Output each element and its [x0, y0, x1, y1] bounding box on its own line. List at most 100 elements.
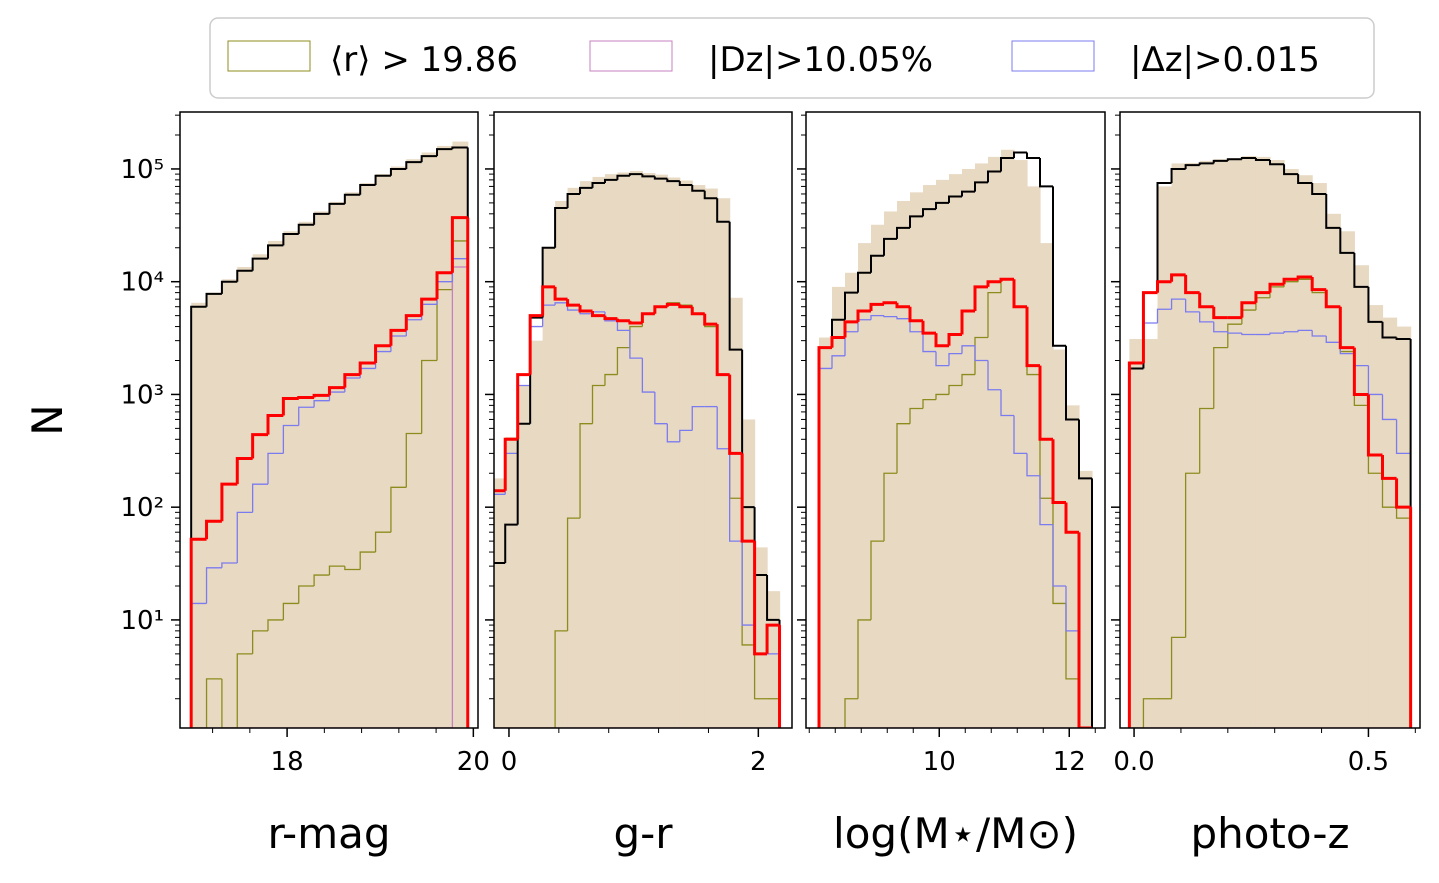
total-step-bin — [1311, 183, 1327, 195]
total-step-bin — [420, 155, 438, 163]
total-step-bin — [313, 212, 330, 225]
fill-bar — [390, 166, 407, 728]
deltaz-step-bin — [554, 302, 568, 306]
total-step-bin — [716, 198, 730, 223]
fill-bar — [1066, 405, 1080, 728]
subset-step-bin — [281, 397, 299, 416]
fill-bar — [742, 419, 756, 728]
deltaz-step-bin — [616, 320, 630, 332]
legend-swatch-dz — [589, 40, 673, 72]
faint-step-bin — [948, 384, 962, 395]
fill-bar — [617, 172, 631, 728]
total-step-bin — [1367, 286, 1383, 323]
fill-bar — [832, 286, 846, 728]
fill-bar — [845, 272, 859, 728]
faint-step-bin — [922, 398, 936, 409]
fill-bar — [452, 141, 469, 728]
fill-bar — [314, 211, 331, 728]
fill-bar — [1027, 186, 1041, 728]
subset-step-bin — [882, 301, 897, 305]
fill-bar — [406, 159, 423, 728]
faint-step-bin — [1213, 347, 1228, 409]
faint-step-bin — [328, 565, 345, 576]
x-axis-label: r-mag — [267, 809, 390, 858]
total-step-bin — [1078, 419, 1092, 480]
total-step-bin — [220, 280, 238, 294]
total-step-bin — [504, 523, 518, 563]
fill-bar — [580, 181, 594, 728]
deltaz-step-bin — [1381, 394, 1397, 421]
legend-frame — [209, 17, 1375, 99]
deltaz-step-bin — [1013, 415, 1027, 455]
deltaz-step-bin — [641, 358, 655, 393]
subset-step-bin — [389, 328, 407, 346]
subset-step-bin — [1254, 291, 1270, 303]
fill-bar — [268, 240, 284, 728]
fill-bar — [283, 231, 300, 728]
deltaz-step-bin — [1325, 335, 1341, 343]
subset-step-bin — [528, 314, 543, 375]
fill-bar — [884, 211, 898, 728]
subset-step-bin — [205, 519, 222, 540]
subset-step-bin — [817, 346, 832, 728]
total-step-bin — [961, 190, 975, 197]
deltaz-step-bin — [1156, 308, 1172, 324]
faint-step-bin — [359, 551, 376, 570]
panel-frame — [179, 111, 479, 729]
subset-step-bin — [1141, 291, 1158, 364]
deltaz-step-bin — [298, 406, 315, 426]
subset-step-bin — [435, 271, 453, 300]
panels-group: 10¹ 10² 10³ 10⁴ 10⁵ 18 20 r-mag 0 2 g-r 10 12 log(M⋆/… — [120, 111, 1421, 858]
y-ticks — [797, 114, 806, 700]
subset-step-bin — [690, 306, 705, 316]
y-axis-label: N — [23, 404, 72, 435]
total-step-bin — [857, 271, 871, 293]
deltaz-step-bin — [948, 353, 962, 366]
fill-bar — [567, 187, 581, 728]
fill-bar — [1255, 156, 1271, 728]
deltaz-step-bin — [729, 448, 743, 542]
total-step-bin — [359, 184, 376, 195]
subset-step-bin — [1077, 532, 1092, 728]
plot-area — [1127, 156, 1413, 728]
deltaz-step-bin — [1039, 475, 1053, 526]
total-step-bin — [1395, 337, 1411, 341]
faint-step-bin — [883, 472, 897, 542]
total-step-bin — [974, 181, 988, 192]
subset-step-bin — [1184, 274, 1200, 295]
total-step-bin — [766, 575, 780, 621]
deltaz-step-bin — [494, 493, 506, 495]
fill-bar — [754, 547, 768, 728]
subset-step-bin — [1366, 394, 1383, 457]
subset-step-bin — [921, 320, 936, 335]
total-step-bin — [1339, 227, 1355, 254]
legend-label-deltaz: |Δz|>0.015 — [1130, 40, 1320, 80]
subset-step-bin — [1338, 306, 1355, 350]
subset-step-bin — [869, 302, 884, 311]
x-axis-label: photo-z — [1190, 809, 1349, 858]
subset-step-bin — [830, 335, 845, 348]
deltaz-step-bin — [1283, 331, 1299, 334]
total-step-bin — [1026, 152, 1040, 160]
fill-bar — [592, 176, 606, 728]
deltaz-step-bin — [1052, 524, 1066, 587]
deltaz-step-bin — [267, 452, 284, 485]
total-step-bin — [896, 226, 910, 239]
total-step-bin — [389, 167, 407, 176]
deltaz-step-bin — [896, 316, 910, 320]
total-step-bin — [566, 192, 581, 209]
fill-bar — [206, 292, 223, 728]
panel-4: 0.0 0.5 photo-z — [1111, 111, 1421, 858]
subset-step-bin — [1212, 306, 1228, 320]
fill-bar — [1014, 160, 1028, 728]
subset-step-bin — [1051, 439, 1066, 505]
fill-bar — [1326, 213, 1341, 728]
fill-bar — [871, 224, 885, 728]
total-step-bin — [703, 190, 718, 200]
subset-step-bin — [1352, 347, 1369, 396]
y-ticks — [171, 114, 180, 700]
fill-bar — [1199, 160, 1215, 728]
faint-step-bin — [1381, 473, 1397, 508]
x-axis-label: g-r — [613, 809, 673, 858]
faint-step-bin — [1170, 636, 1186, 699]
